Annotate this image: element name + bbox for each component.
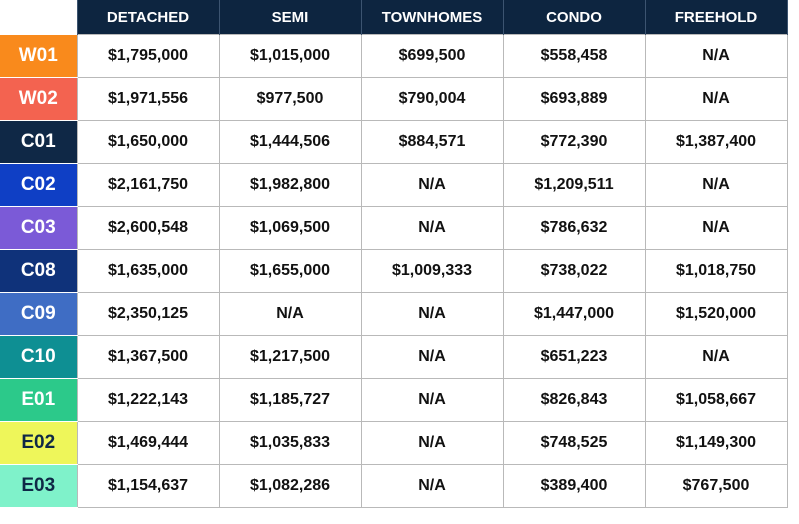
district-label: W01: [0, 34, 77, 78]
price-cell: $558,458: [502, 34, 646, 78]
price-cell: $748,525: [502, 421, 646, 465]
price-cell: $2,350,125: [76, 292, 220, 336]
price-table: DETACHED SEMI TOWNHOMES CONDO FREEHOLD W…: [0, 0, 788, 508]
table-row: W02 $1,971,556 $977,500 $790,004 $693,889 N/A: [0, 77, 788, 121]
price-cell: $1,217,500: [218, 335, 362, 379]
price-cell: N/A: [360, 163, 504, 207]
price-cell: $1,469,444: [76, 421, 220, 465]
district-label: C10: [0, 335, 77, 379]
column-header-freehold: FREEHOLD: [644, 0, 788, 35]
price-cell: N/A: [218, 292, 362, 336]
column-header-condo: CONDO: [502, 0, 646, 35]
price-cell: N/A: [360, 464, 504, 508]
price-cell: N/A: [644, 34, 788, 78]
price-cell: N/A: [360, 335, 504, 379]
district-label: W02: [0, 77, 77, 121]
table-row: E03 $1,154,637 $1,082,286 N/A $389,400 $767,5…: [0, 464, 788, 508]
price-cell: $767,500: [644, 464, 788, 508]
district-label: E03: [0, 464, 77, 508]
price-cell: $738,022: [502, 249, 646, 293]
price-cell: $1,018,750: [644, 249, 788, 293]
price-cell: N/A: [360, 421, 504, 465]
price-cell: N/A: [644, 335, 788, 379]
corner-cell: [0, 0, 77, 35]
price-cell: $977,500: [218, 77, 362, 121]
price-cell: N/A: [644, 206, 788, 250]
price-cell: $826,843: [502, 378, 646, 422]
price-cell: $2,600,548: [76, 206, 220, 250]
price-cell: $1,447,000: [502, 292, 646, 336]
price-cell: $1,209,511: [502, 163, 646, 207]
column-header-townhomes: TOWNHOMES: [360, 0, 504, 35]
price-cell: $884,571: [360, 120, 504, 164]
price-cell: $1,971,556: [76, 77, 220, 121]
price-cell: N/A: [644, 77, 788, 121]
table-row: C09 $2,350,125 N/A N/A $1,447,000 $1,520,000: [0, 292, 788, 336]
district-label: C03: [0, 206, 77, 250]
price-cell: $1,185,727: [218, 378, 362, 422]
table-row: C03 $2,600,548 $1,069,500 N/A $786,632 N/A: [0, 206, 788, 250]
table-row: C01 $1,650,000 $1,444,506 $884,571 $772,390 $…: [0, 120, 788, 164]
price-cell: $1,520,000: [644, 292, 788, 336]
price-cell: $1,444,506: [218, 120, 362, 164]
district-label: E01: [0, 378, 77, 422]
price-cell: $790,004: [360, 77, 504, 121]
price-cell: $699,500: [360, 34, 504, 78]
price-cell: $1,082,286: [218, 464, 362, 508]
price-cell: N/A: [360, 292, 504, 336]
price-cell: $693,889: [502, 77, 646, 121]
price-cell: $1,035,833: [218, 421, 362, 465]
price-cell: $389,400: [502, 464, 646, 508]
price-cell: $1,009,333: [360, 249, 504, 293]
price-cell: $1,058,667: [644, 378, 788, 422]
column-header-detached: DETACHED: [76, 0, 220, 35]
price-cell: $1,387,400: [644, 120, 788, 164]
price-cell: $2,161,750: [76, 163, 220, 207]
column-header-semi: SEMI: [218, 0, 362, 35]
price-cell: $1,367,500: [76, 335, 220, 379]
price-cell: $1,154,637: [76, 464, 220, 508]
table-row: W01 $1,795,000 $1,015,000 $699,500 $558,458 N…: [0, 34, 788, 78]
price-cell: $1,655,000: [218, 249, 362, 293]
price-cell: $786,632: [502, 206, 646, 250]
district-label: E02: [0, 421, 77, 465]
price-cell: $1,650,000: [76, 120, 220, 164]
price-cell: $1,635,000: [76, 249, 220, 293]
price-cell: N/A: [644, 163, 788, 207]
district-label: C01: [0, 120, 77, 164]
price-cell: $772,390: [502, 120, 646, 164]
header-row: DETACHED SEMI TOWNHOMES CONDO FREEHOLD: [0, 0, 788, 35]
district-label: C02: [0, 163, 77, 207]
price-cell: $1,069,500: [218, 206, 362, 250]
table-row: C10 $1,367,500 $1,217,500 N/A $651,223 N/A: [0, 335, 788, 379]
price-cell: N/A: [360, 206, 504, 250]
district-label: C09: [0, 292, 77, 336]
table-row: C02 $2,161,750 $1,982,800 N/A $1,209,511 N/A: [0, 163, 788, 207]
district-label: C08: [0, 249, 77, 293]
price-cell: $651,223: [502, 335, 646, 379]
price-cell: N/A: [360, 378, 504, 422]
table-row: C08 $1,635,000 $1,655,000 $1,009,333 $738,02…: [0, 249, 788, 293]
table-row: E02 $1,469,444 $1,035,833 N/A $748,525 $1,149…: [0, 421, 788, 465]
price-cell: $1,015,000: [218, 34, 362, 78]
price-cell: $1,222,143: [76, 378, 220, 422]
price-cell: $1,982,800: [218, 163, 362, 207]
table-row: E01 $1,222,143 $1,185,727 N/A $826,843 $1,058…: [0, 378, 788, 422]
price-cell: $1,149,300: [644, 421, 788, 465]
price-cell: $1,795,000: [76, 34, 220, 78]
